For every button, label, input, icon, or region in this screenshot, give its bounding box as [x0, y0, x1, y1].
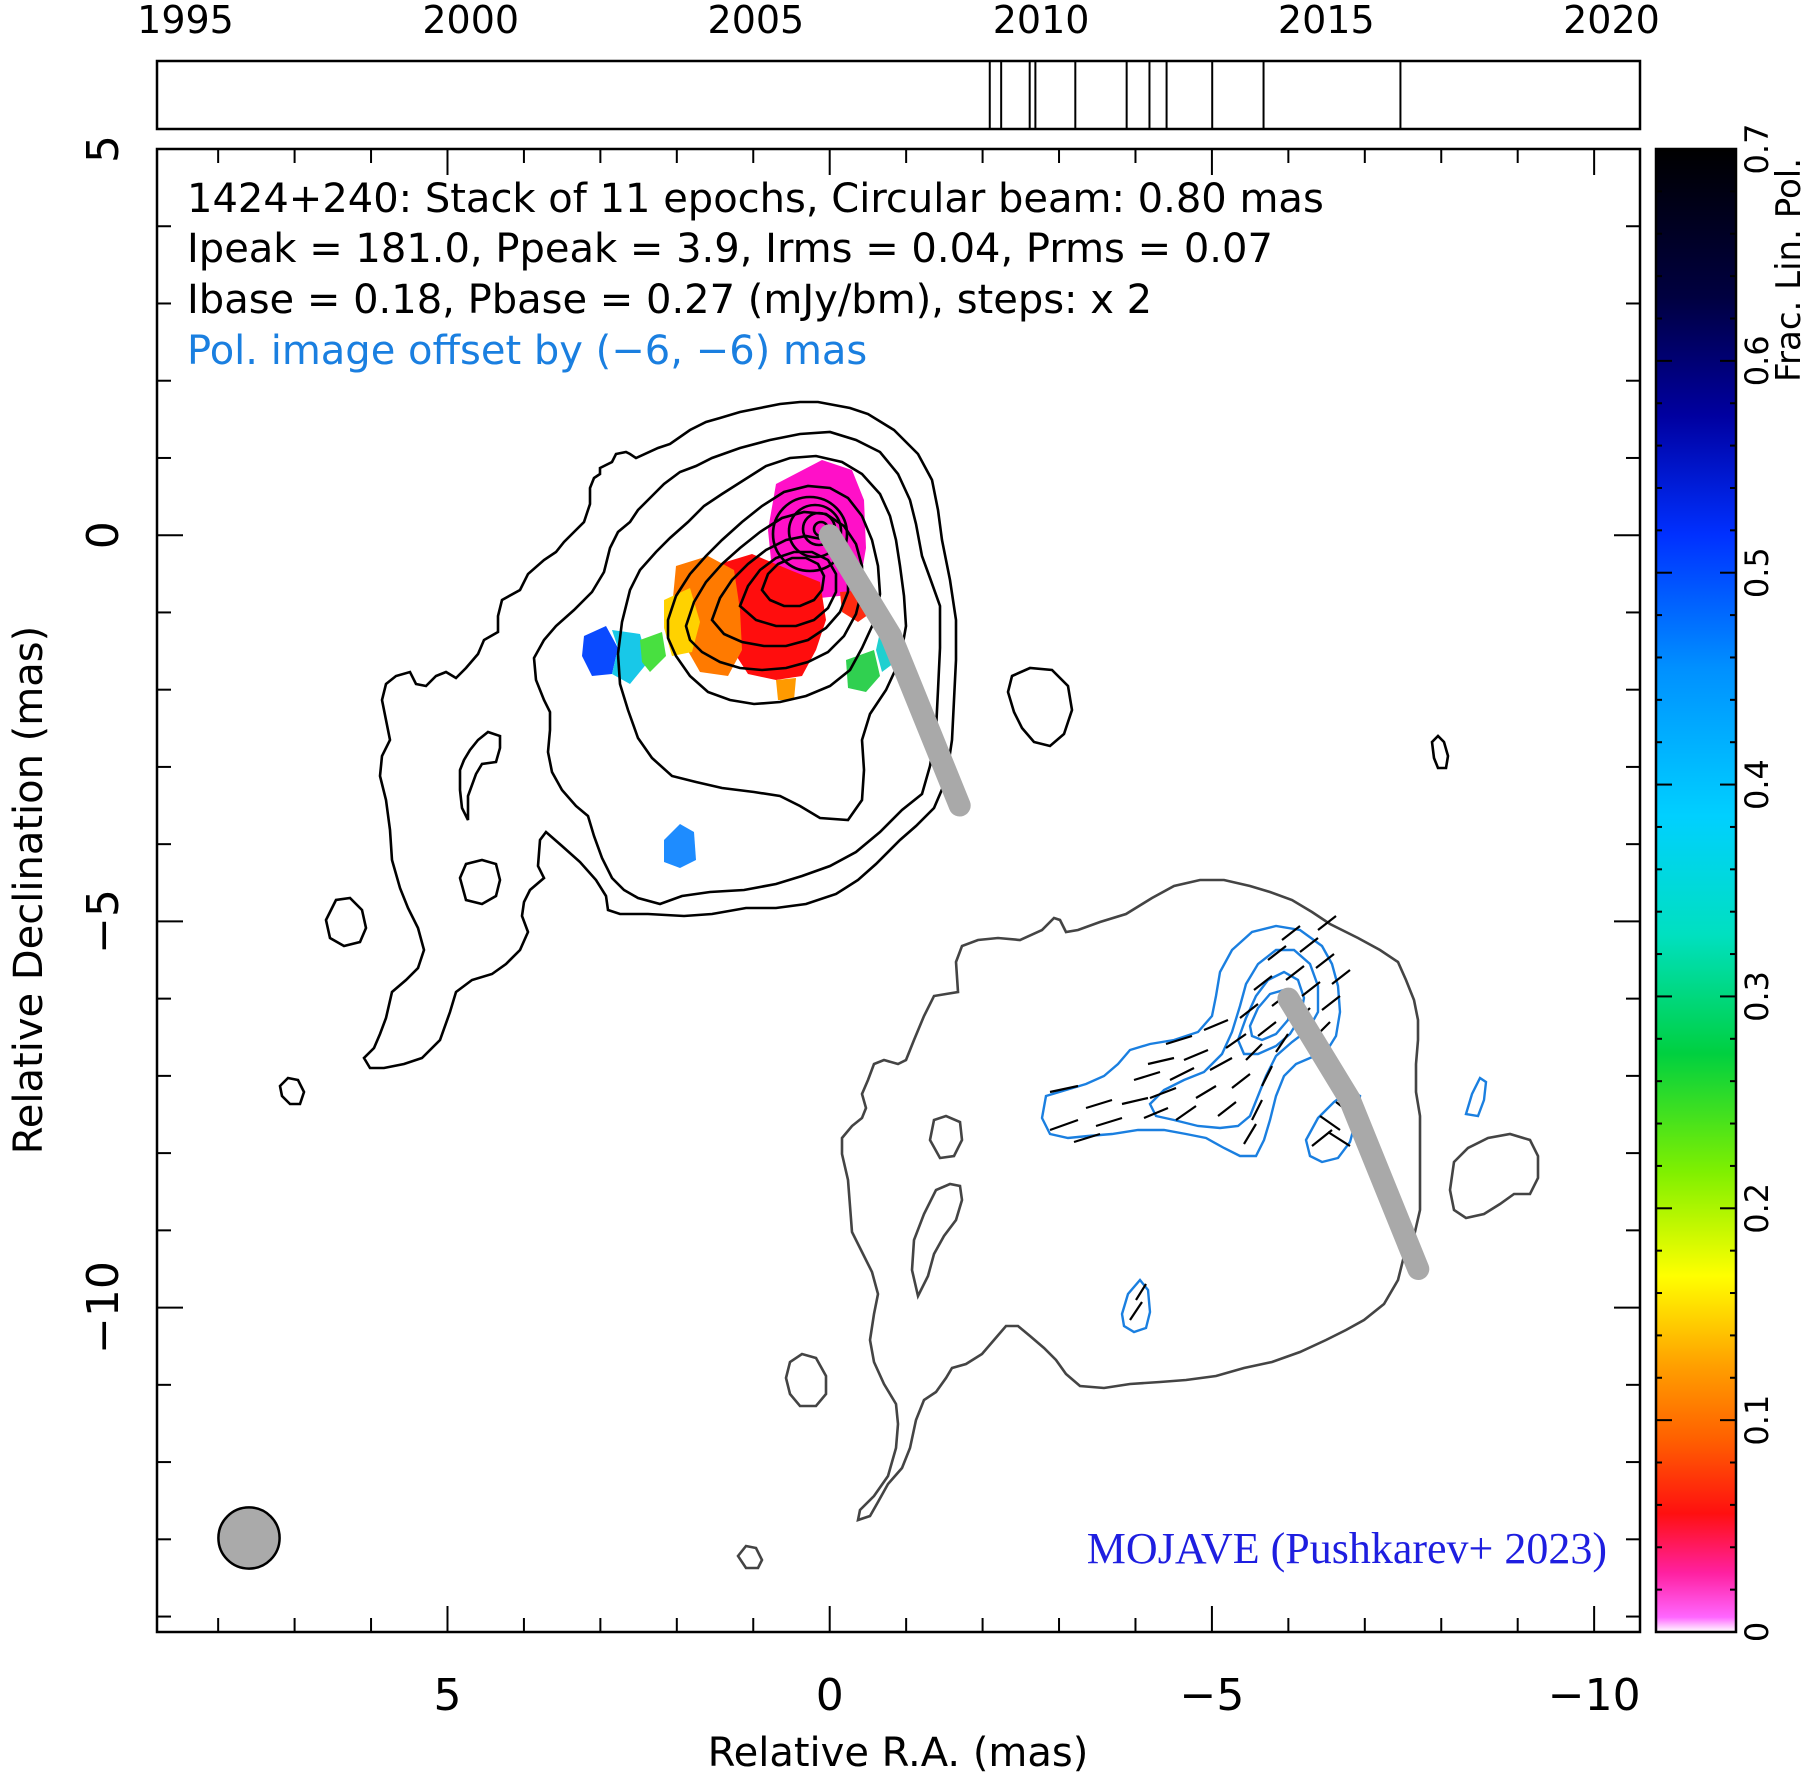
- contour-level-1: [362, 400, 958, 1070]
- offset-contour-island-1: [784, 1352, 828, 1408]
- ridge-lines: [818, 524, 1430, 1280]
- pol-contour-level-1: [1040, 924, 1342, 1158]
- contour-level-10: [787, 503, 843, 559]
- ridge-line-offset: [1277, 987, 1430, 1280]
- timeline-year-label: 2015: [1278, 0, 1375, 42]
- total-intensity-contours: [278, 400, 1450, 1106]
- pol-contour-island-2: [1120, 1278, 1152, 1334]
- contour-level-2: [532, 430, 942, 906]
- timeline-year-label: 2005: [708, 0, 805, 42]
- fpol-orange-spot: [776, 678, 796, 700]
- y-tick-label: −10: [78, 1261, 129, 1354]
- colorbar-frame: [1654, 147, 1738, 1634]
- fpol-green-knot: [640, 632, 666, 672]
- contour-island-sw: [278, 1076, 306, 1106]
- main-plot: 5 0 −5 −10 5 0 −5 −10 1424+240: Stack of 11 ep…: [78, 135, 1642, 1721]
- timeline-epochs: [988, 61, 1402, 129]
- timeline-ticks: 1995 2000 2005 2010 2015 2020: [137, 0, 1660, 42]
- y-tick-label: 5: [78, 135, 129, 163]
- contour-level-7: [738, 550, 838, 628]
- colorbar: 0 0.1 0.2 0.3 0.4 0.5 0.6 0.7 Frac. Lin. Pol.: [1654, 124, 1809, 1642]
- x-tick-label: −5: [1179, 1670, 1244, 1721]
- evpa-sticks: [1049, 915, 1355, 1321]
- annotation-line-1: 1424+240: Stack of 11 epochs, Circular b…: [187, 176, 1324, 222]
- offset-contour-hole-1: [910, 1182, 964, 1300]
- timeline-frame: [155, 59, 1642, 131]
- y-axis-ticks: 5 0 −5 −10: [78, 135, 1640, 1618]
- colorbar-tick-label: 0.6: [1738, 335, 1776, 386]
- timeline-year-label: 2010: [993, 0, 1090, 42]
- y-tick-label: −5: [78, 889, 129, 954]
- timeline-year-label: 2020: [1563, 0, 1660, 42]
- offset-contour-island-2: [1448, 1132, 1540, 1220]
- fpol-green-east: [846, 650, 880, 692]
- pol-contour-level-2: [1148, 948, 1320, 1130]
- fpol-blue-knot: [582, 626, 618, 676]
- contour-level-8: [760, 556, 826, 608]
- fpol-blue-south: [664, 824, 696, 868]
- colorbar-gradient: [1656, 149, 1736, 1632]
- colorbar-tick-label: 0.4: [1738, 759, 1776, 810]
- plot-frame: [155, 147, 1642, 1634]
- credit-label: MOJAVE (Pushkarev+ 2023): [1087, 1524, 1607, 1573]
- x-axis-label: Relative R.A. (mas): [708, 1730, 1089, 1776]
- contour-island-far-east: [1430, 734, 1450, 770]
- contour-level-3: [616, 454, 908, 822]
- colorbar-tick-label: 0.7: [1738, 124, 1776, 175]
- contour-island-east: [1006, 666, 1074, 748]
- x-axis-ticks: 5 0 −5 −10: [217, 149, 1641, 1721]
- timeline-year-label: 2000: [422, 0, 519, 42]
- colorbar-tick-label: 0.2: [1738, 1183, 1776, 1234]
- offset-contour-island-3: [736, 1544, 764, 1570]
- x-tick-label: 0: [816, 1670, 844, 1721]
- annotation-line-3: Ibase = 0.18, Pbase = 0.27 (mJy/bm), ste…: [187, 277, 1152, 323]
- pol-contour-island-3: [1464, 1076, 1488, 1118]
- contour-level-1-hole-2: [458, 858, 502, 906]
- x-tick-label: −10: [1548, 1670, 1641, 1721]
- timeline-year-label: 1995: [137, 0, 234, 42]
- colorbar-tick-label: 0.3: [1738, 971, 1776, 1022]
- contour-level-9: [771, 495, 849, 573]
- offset-contour-total: [840, 878, 1422, 1522]
- colorbar-tick-label: 0.1: [1738, 1395, 1776, 1446]
- contour-island-west: [324, 896, 368, 948]
- contour-level-4: [666, 484, 882, 706]
- fpol-cyan-knot: [612, 630, 648, 684]
- offset-polarization-image: [736, 878, 1540, 1570]
- colorbar-label: Frac. Lin. Pol.: [1769, 158, 1809, 382]
- y-tick-label: 0: [78, 521, 129, 549]
- y-axis-label: Relative Declination (mas): [6, 626, 52, 1154]
- pol-contour-level-3: [1236, 970, 1306, 1056]
- annotation-line-2: Ipeak = 181.0, Ppeak = 3.9, Irms = 0.04,…: [187, 226, 1273, 272]
- x-tick-label: 5: [433, 1670, 461, 1721]
- colorbar-ticks: 0 0.1 0.2 0.3 0.4 0.5 0.6 0.7: [1656, 124, 1776, 1642]
- offset-contour-hole-2: [928, 1114, 964, 1160]
- plot-content: [217, 400, 1540, 1570]
- colorbar-tick-label: 0: [1738, 1622, 1776, 1642]
- contour-level-1-hole-1: [458, 730, 502, 821]
- offset-note: Pol. image offset by (−6, −6) mas: [187, 328, 867, 374]
- colorbar-tick-label: 0.5: [1738, 547, 1776, 598]
- timeline-panel: 1995 2000 2005 2010 2015 2020: [137, 0, 1660, 131]
- ridge-line: [818, 524, 971, 817]
- restoring-beam: [217, 1506, 281, 1570]
